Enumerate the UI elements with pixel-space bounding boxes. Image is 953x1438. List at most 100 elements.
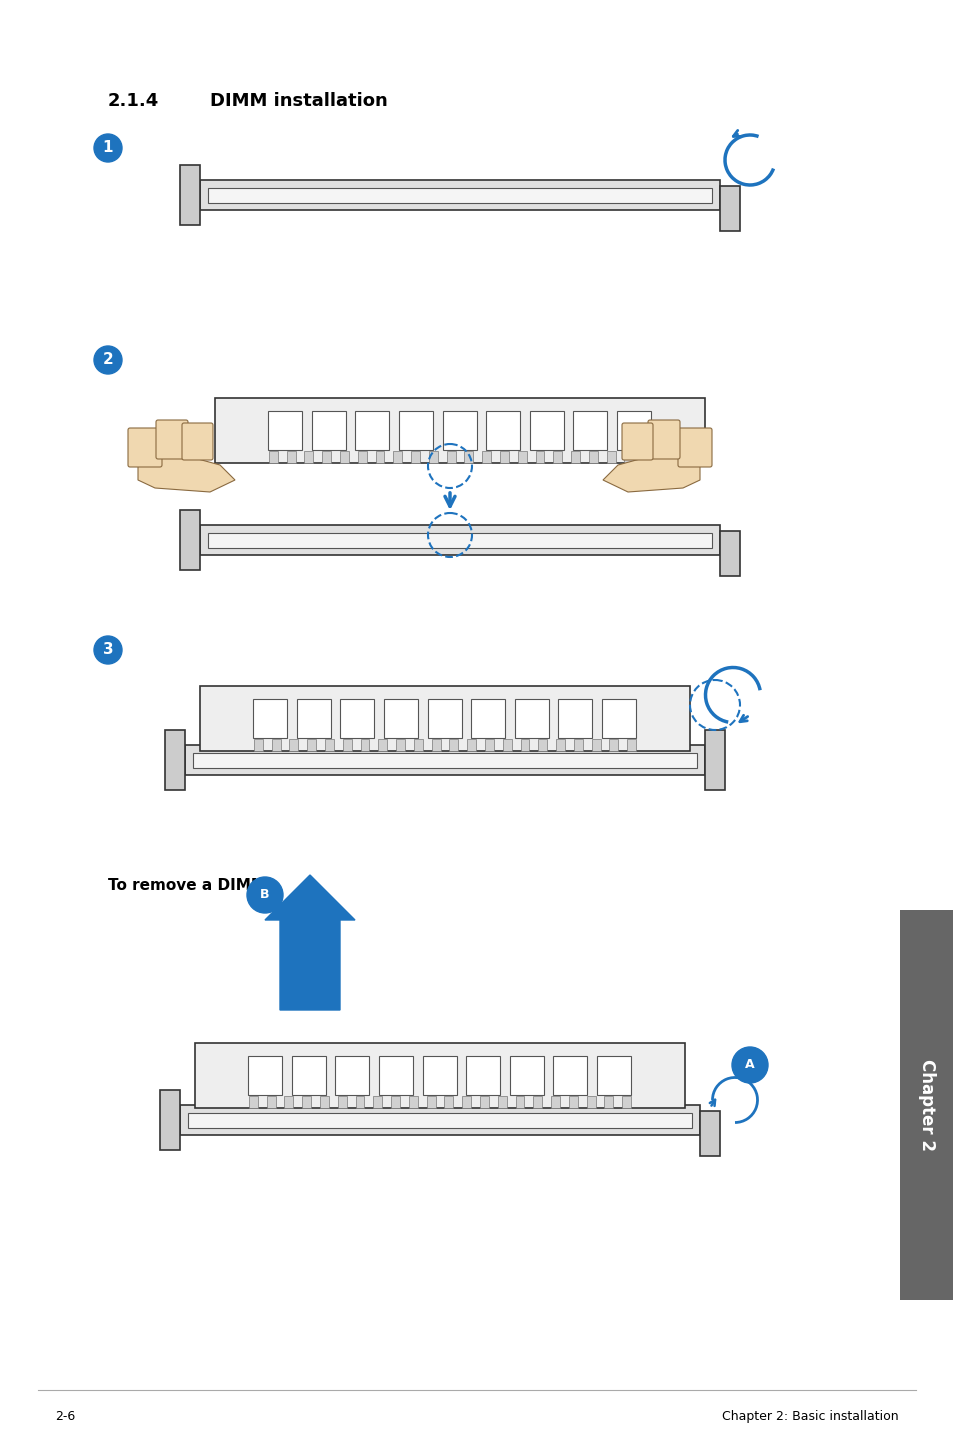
FancyBboxPatch shape [355,410,389,450]
FancyBboxPatch shape [375,450,384,463]
Circle shape [94,636,122,664]
FancyBboxPatch shape [409,1096,417,1107]
Text: 1: 1 [103,141,113,155]
FancyBboxPatch shape [573,410,606,450]
Text: A: A [744,1058,754,1071]
FancyBboxPatch shape [360,739,369,751]
FancyBboxPatch shape [200,180,720,210]
FancyBboxPatch shape [427,699,461,738]
FancyBboxPatch shape [325,739,334,751]
FancyBboxPatch shape [621,423,652,460]
Text: 3: 3 [103,643,113,657]
FancyBboxPatch shape [571,450,579,463]
FancyBboxPatch shape [700,1112,720,1156]
FancyBboxPatch shape [471,699,504,738]
FancyBboxPatch shape [185,745,704,775]
FancyBboxPatch shape [444,1096,453,1107]
FancyBboxPatch shape [462,1096,471,1107]
FancyBboxPatch shape [497,1096,506,1107]
FancyBboxPatch shape [515,699,548,738]
FancyBboxPatch shape [426,1096,436,1107]
FancyBboxPatch shape [128,429,162,467]
FancyBboxPatch shape [517,450,526,463]
FancyBboxPatch shape [621,1096,631,1107]
Text: To remove a DIMM: To remove a DIMM [108,879,266,893]
FancyBboxPatch shape [624,450,633,463]
FancyBboxPatch shape [249,1096,257,1107]
Circle shape [731,1047,767,1083]
FancyBboxPatch shape [357,450,366,463]
FancyBboxPatch shape [899,910,953,1300]
FancyBboxPatch shape [609,739,618,751]
FancyBboxPatch shape [378,1055,413,1094]
FancyBboxPatch shape [558,699,592,738]
Text: Chapter 2: Chapter 2 [917,1058,935,1150]
FancyBboxPatch shape [588,450,598,463]
FancyBboxPatch shape [304,450,313,463]
Polygon shape [138,450,234,492]
FancyBboxPatch shape [286,450,295,463]
FancyBboxPatch shape [340,699,374,738]
FancyBboxPatch shape [591,739,600,751]
FancyBboxPatch shape [601,699,635,738]
Circle shape [94,347,122,374]
FancyBboxPatch shape [289,739,298,751]
FancyBboxPatch shape [188,1113,691,1127]
FancyBboxPatch shape [267,1096,275,1107]
FancyBboxPatch shape [556,739,564,751]
FancyBboxPatch shape [484,739,494,751]
FancyArrow shape [265,874,355,1009]
FancyBboxPatch shape [253,739,262,751]
FancyBboxPatch shape [414,739,422,751]
FancyBboxPatch shape [342,739,352,751]
FancyBboxPatch shape [515,1096,524,1107]
FancyBboxPatch shape [355,1096,364,1107]
FancyBboxPatch shape [335,1055,369,1094]
FancyBboxPatch shape [446,450,456,463]
FancyBboxPatch shape [384,699,417,738]
FancyBboxPatch shape [393,450,402,463]
FancyBboxPatch shape [180,165,200,224]
FancyBboxPatch shape [704,731,724,789]
FancyBboxPatch shape [626,739,636,751]
FancyBboxPatch shape [533,1096,541,1107]
FancyBboxPatch shape [466,1055,499,1094]
FancyBboxPatch shape [193,752,697,768]
FancyBboxPatch shape [606,450,615,463]
FancyBboxPatch shape [378,739,387,751]
FancyBboxPatch shape [429,450,437,463]
FancyBboxPatch shape [307,739,315,751]
FancyBboxPatch shape [398,410,433,450]
FancyBboxPatch shape [391,1096,399,1107]
FancyBboxPatch shape [529,410,563,450]
FancyBboxPatch shape [431,739,440,751]
FancyBboxPatch shape [208,187,711,203]
FancyBboxPatch shape [597,1055,630,1094]
FancyBboxPatch shape [641,450,650,463]
FancyBboxPatch shape [479,1096,488,1107]
FancyBboxPatch shape [551,1096,559,1107]
FancyBboxPatch shape [520,739,529,751]
FancyBboxPatch shape [502,739,511,751]
FancyBboxPatch shape [296,699,331,738]
FancyBboxPatch shape [373,1096,382,1107]
FancyBboxPatch shape [553,1055,587,1094]
FancyBboxPatch shape [499,450,508,463]
FancyBboxPatch shape [449,739,457,751]
FancyBboxPatch shape [180,1104,700,1135]
FancyBboxPatch shape [253,699,287,738]
FancyBboxPatch shape [268,410,302,450]
Text: DIMM installation: DIMM installation [210,92,387,109]
FancyBboxPatch shape [574,739,582,751]
FancyBboxPatch shape [337,1096,346,1107]
FancyBboxPatch shape [720,531,740,577]
FancyBboxPatch shape [292,1055,326,1094]
FancyBboxPatch shape [422,1055,456,1094]
FancyBboxPatch shape [586,1096,595,1107]
FancyBboxPatch shape [272,739,280,751]
FancyBboxPatch shape [339,450,349,463]
Text: Chapter 2: Basic installation: Chapter 2: Basic installation [721,1411,898,1424]
FancyBboxPatch shape [467,739,476,751]
FancyBboxPatch shape [411,450,419,463]
FancyBboxPatch shape [464,450,473,463]
